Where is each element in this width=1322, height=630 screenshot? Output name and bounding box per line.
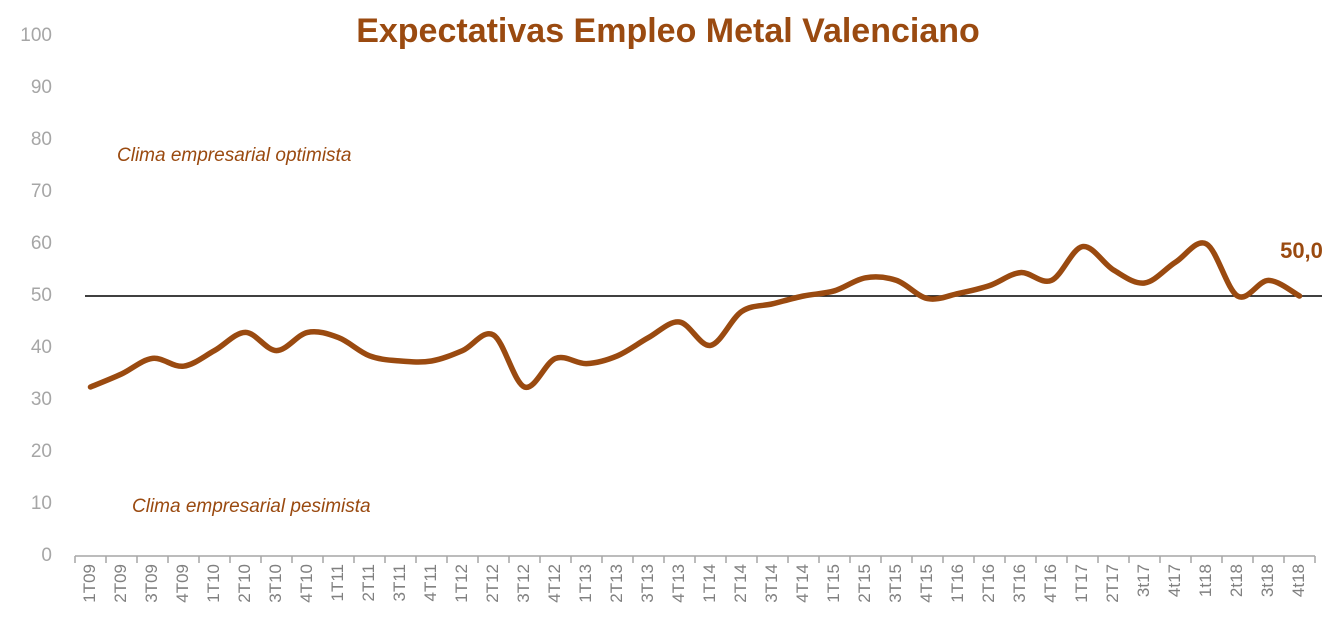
x-tick-label: 4T10 bbox=[297, 564, 316, 603]
x-tick-label: 1T11 bbox=[328, 564, 347, 602]
x-tick-label: 4t17 bbox=[1165, 564, 1184, 597]
x-tick-label: 2T13 bbox=[607, 564, 626, 603]
y-tick-label: 60 bbox=[31, 233, 52, 254]
x-tick-label: 1t18 bbox=[1196, 564, 1215, 597]
x-tick-label: 2T10 bbox=[235, 564, 254, 603]
y-tick-label: 90 bbox=[31, 77, 52, 98]
x-tick-label: 2T14 bbox=[731, 564, 750, 603]
x-tick-label: 1T17 bbox=[1072, 564, 1091, 603]
x-tick-label: 2T09 bbox=[111, 564, 130, 603]
x-tick-label: 4T09 bbox=[173, 564, 192, 603]
x-tick-label: 3T11 bbox=[390, 564, 409, 602]
x-tick-label: 2T11 bbox=[359, 564, 378, 602]
x-tick-label: 4t18 bbox=[1289, 564, 1308, 597]
y-tick-label: 30 bbox=[31, 389, 52, 410]
x-tick-label: 4T12 bbox=[545, 564, 564, 603]
x-tick-label: 4T14 bbox=[793, 564, 812, 603]
annotation: Clima empresarial pesimista bbox=[132, 496, 371, 517]
y-tick-label: 70 bbox=[31, 181, 52, 202]
x-tick-label: 2T15 bbox=[855, 564, 874, 603]
x-tick-label: 3T12 bbox=[514, 564, 533, 603]
x-tick-label: 3T09 bbox=[142, 564, 161, 603]
data-label: 50,0 bbox=[1280, 238, 1322, 263]
y-tick-label: 20 bbox=[31, 441, 52, 462]
x-tick-label: 3T14 bbox=[762, 564, 781, 603]
y-tick-label: 80 bbox=[31, 129, 52, 150]
y-tick-label: 40 bbox=[31, 337, 52, 358]
x-tick-label: 4T11 bbox=[421, 564, 440, 602]
y-tick-label: 10 bbox=[31, 493, 52, 514]
x-tick-label: 1T16 bbox=[948, 564, 967, 603]
data-line bbox=[87, 240, 1303, 390]
x-tick-label: 1T12 bbox=[452, 564, 471, 603]
x-tick-label: 3T13 bbox=[638, 564, 657, 603]
x-tick-label: 3t18 bbox=[1258, 564, 1277, 597]
x-tick-label: 1T09 bbox=[80, 564, 99, 603]
x-tick-label: 1T10 bbox=[204, 564, 223, 603]
y-tick-label: 0 bbox=[41, 545, 52, 566]
y-tick-label: 100 bbox=[20, 25, 52, 46]
x-tick-label: 2T17 bbox=[1103, 564, 1122, 603]
x-tick-label: 4T13 bbox=[669, 564, 688, 603]
x-tick-label: 3T16 bbox=[1010, 564, 1029, 603]
x-tick-label: 4T16 bbox=[1041, 564, 1060, 603]
y-tick-label: 50 bbox=[31, 285, 52, 306]
x-tick-label: 4T15 bbox=[917, 564, 936, 603]
x-tick-label: 2T16 bbox=[979, 564, 998, 603]
x-tick-label: 3T15 bbox=[886, 564, 905, 603]
x-tick-label: 3T10 bbox=[266, 564, 285, 603]
x-tick-label: 3t17 bbox=[1134, 564, 1153, 597]
x-tick-label: 2t18 bbox=[1227, 564, 1246, 597]
annotation: Clima empresarial optimista bbox=[117, 145, 351, 166]
x-tick-label: 2T12 bbox=[483, 564, 502, 603]
x-tick-label: 1T13 bbox=[576, 564, 595, 603]
x-tick-label: 1T15 bbox=[824, 564, 843, 603]
x-tick-label: 1T14 bbox=[700, 564, 719, 603]
chart-title: Expectativas Empleo Metal Valenciano bbox=[356, 12, 980, 50]
